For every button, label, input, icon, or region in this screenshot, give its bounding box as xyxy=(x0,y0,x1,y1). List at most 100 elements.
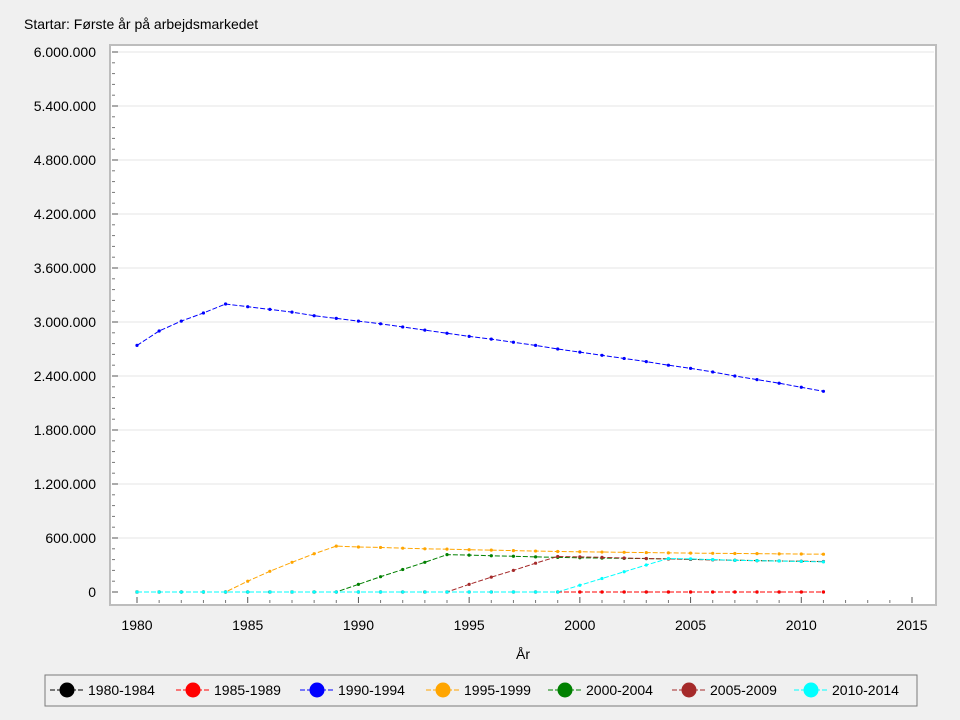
data-point xyxy=(511,568,516,573)
data-point xyxy=(644,360,648,364)
data-point xyxy=(688,551,693,555)
data-point xyxy=(556,554,560,559)
data-point xyxy=(445,590,449,594)
legend-marker xyxy=(185,682,201,698)
data-point xyxy=(334,316,338,320)
data-point xyxy=(666,590,671,594)
y-tick-label: 0 xyxy=(88,584,96,600)
data-point xyxy=(179,319,183,323)
data-point xyxy=(578,350,582,354)
series-line-1995-1999 xyxy=(137,545,824,593)
data-point xyxy=(246,590,250,594)
data-point xyxy=(666,363,671,367)
data-point xyxy=(423,590,427,594)
legend-marker xyxy=(681,682,697,698)
legend-marker xyxy=(435,682,451,698)
data-point xyxy=(533,343,538,347)
data-point xyxy=(467,590,471,594)
data-point xyxy=(733,374,737,378)
x-tick-label: 2005 xyxy=(675,617,706,633)
y-tick-label: 1.800.000 xyxy=(34,422,96,438)
data-point xyxy=(799,552,803,556)
data-point xyxy=(556,549,560,554)
data-point xyxy=(401,325,405,329)
data-point xyxy=(334,544,338,548)
data-point xyxy=(733,558,737,562)
data-point xyxy=(622,590,626,594)
data-point xyxy=(711,551,715,555)
y-tick-label: 2.400.000 xyxy=(34,368,96,384)
x-tick-label: 1980 xyxy=(121,617,152,633)
data-point xyxy=(511,554,516,558)
data-point xyxy=(489,548,493,552)
data-point xyxy=(489,590,493,594)
series-lines xyxy=(135,302,826,594)
data-point xyxy=(799,590,803,594)
data-point xyxy=(688,557,693,561)
data-point xyxy=(755,590,759,594)
data-point xyxy=(622,550,626,554)
legend-items: 1980-1984 1985-1989 1990-1994 1995-1999 2000… xyxy=(50,682,899,698)
data-point xyxy=(489,575,493,579)
data-point xyxy=(290,590,294,594)
data-point xyxy=(179,590,183,594)
legend-label: 1990-1994 xyxy=(338,682,405,698)
data-point xyxy=(312,552,316,556)
data-point xyxy=(268,590,272,594)
data-point xyxy=(711,370,715,374)
data-point xyxy=(799,559,803,564)
data-point xyxy=(733,590,737,594)
data-point xyxy=(777,552,781,556)
data-point xyxy=(688,366,693,370)
data-point xyxy=(600,590,604,594)
x-tick-label: 1995 xyxy=(454,617,485,633)
data-point xyxy=(688,590,693,594)
data-point xyxy=(467,582,471,586)
data-point xyxy=(622,570,626,574)
data-point xyxy=(445,547,449,551)
data-point xyxy=(356,545,361,549)
data-point xyxy=(378,575,383,579)
data-point xyxy=(711,558,715,562)
data-point xyxy=(423,560,427,564)
data-point xyxy=(423,547,427,551)
axes: 0 600.000 1.200.000 1.800.000 2.400.000 3.000… xyxy=(34,44,928,633)
data-point xyxy=(378,545,383,550)
legend-label: 2000-2004 xyxy=(586,682,653,698)
data-point xyxy=(157,329,161,333)
data-point xyxy=(777,381,781,385)
data-point xyxy=(268,569,272,573)
data-point xyxy=(356,582,361,586)
data-point xyxy=(578,555,582,559)
y-tick-label: 5.400.000 xyxy=(34,98,96,114)
legend-label: 1980-1984 xyxy=(88,682,155,698)
data-point xyxy=(777,590,781,594)
y-tick-label: 4.200.000 xyxy=(34,206,96,222)
grid-lines xyxy=(112,51,934,539)
data-point xyxy=(578,583,582,587)
data-point xyxy=(356,319,361,323)
data-point xyxy=(556,347,560,351)
data-point xyxy=(711,590,715,594)
data-point xyxy=(600,550,604,554)
data-point xyxy=(755,559,759,563)
data-point xyxy=(378,322,383,326)
data-point xyxy=(533,561,538,565)
x-tick-label: 2010 xyxy=(786,617,817,633)
data-point xyxy=(644,550,648,555)
data-point xyxy=(644,563,648,567)
data-point xyxy=(622,356,626,361)
data-point xyxy=(246,305,250,309)
data-point xyxy=(755,378,759,382)
y-tick-label: 1.200.000 xyxy=(34,476,96,492)
data-point xyxy=(401,567,405,572)
legend-marker xyxy=(59,682,75,698)
data-point xyxy=(467,548,471,552)
x-tick-label: 1985 xyxy=(232,617,263,633)
data-point xyxy=(622,556,626,560)
data-point xyxy=(600,555,604,559)
data-point xyxy=(312,314,316,318)
data-point xyxy=(733,551,737,556)
data-point xyxy=(644,556,648,561)
